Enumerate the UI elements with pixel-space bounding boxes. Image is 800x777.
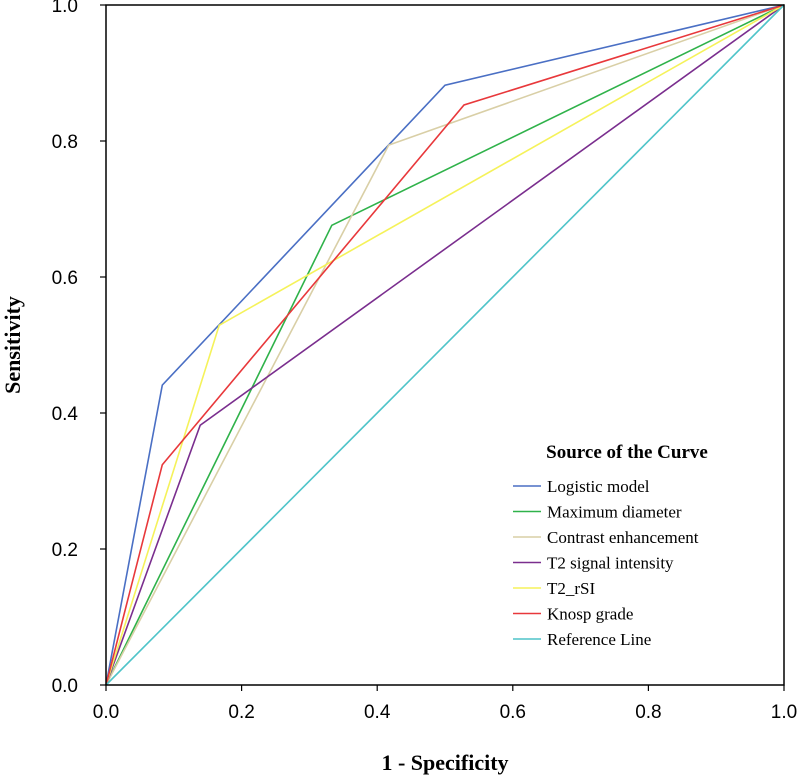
x-tick-label: 0.0	[93, 702, 119, 723]
series-line-1	[105, 4, 785, 686]
plot-frame	[105, 4, 785, 686]
x-tick-label: 0.4	[364, 702, 391, 723]
series-line-3	[105, 4, 785, 686]
legend-label: Logistic model	[547, 477, 650, 496]
x-tick-label: 0.8	[635, 702, 661, 723]
series-line-2	[105, 4, 785, 686]
y-axis-title: Sensitivity	[0, 296, 25, 394]
y-axis-ticks: 0.0 0.2 0.4 0.6 0.8 1.0	[52, 0, 106, 697]
legend-label: Knosp grade	[547, 605, 633, 624]
series-line-4	[105, 4, 785, 686]
y-tick-label: 0.6	[52, 268, 78, 289]
series-line-6	[105, 4, 785, 686]
legend-label: T2_rSI	[547, 579, 596, 598]
legend-label: Maximum diameter	[547, 503, 682, 522]
x-axis-title: 1 - Specificity	[381, 750, 508, 775]
series-line-0	[105, 4, 785, 686]
x-tick-label: 0.6	[500, 702, 526, 723]
y-tick-label: 0.8	[52, 132, 78, 153]
legend-label: T2 signal intensity	[547, 554, 674, 573]
series-line-5	[105, 4, 785, 686]
x-tick-label: 0.2	[228, 702, 254, 723]
y-tick-label: 0.2	[52, 540, 78, 561]
series-lines	[105, 4, 785, 686]
x-axis-ticks: 0.0 0.2 0.4 0.6 0.8 1.0	[93, 685, 797, 723]
y-tick-label: 0.0	[52, 676, 78, 697]
legend-box	[500, 432, 780, 662]
legend-title: Source of the Curve	[546, 442, 708, 463]
legend: Logistic model Maximum diameter Contrast e…	[513, 477, 699, 649]
legend-label: Reference Line	[547, 630, 651, 649]
y-tick-label: 1.0	[52, 0, 78, 17]
y-tick-label: 0.4	[52, 404, 79, 425]
x-tick-label: 1.0	[771, 702, 797, 723]
legend-label: Contrast enhancement	[547, 528, 699, 547]
